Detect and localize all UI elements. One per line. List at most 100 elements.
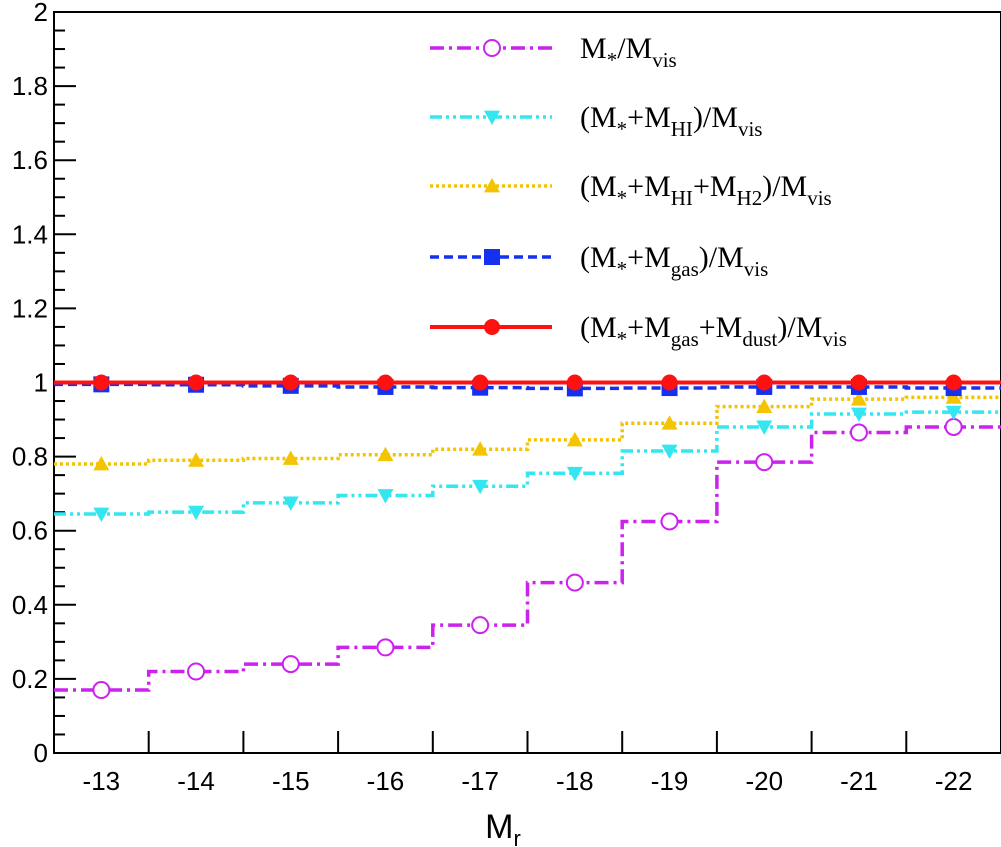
x-tick-label: -16 xyxy=(367,766,405,796)
marker-square xyxy=(484,249,500,265)
marker-triangle-up xyxy=(472,441,489,456)
legend-label-subscript: H2 xyxy=(737,186,763,210)
series-1 xyxy=(54,405,1001,523)
legend-label-subscript: HI xyxy=(671,186,693,210)
legend-label-part: (M xyxy=(580,170,617,203)
series-line xyxy=(54,382,1001,391)
x-axis-title: Mr xyxy=(485,808,521,847)
marker-triangle-up xyxy=(93,456,110,471)
marker-filled-circle xyxy=(377,374,394,391)
marker-open-circle xyxy=(849,423,868,442)
x-tick-label: -22 xyxy=(935,766,973,796)
x-tick-label: -21 xyxy=(840,766,878,796)
series-0 xyxy=(54,417,1001,700)
marker-triangle-down xyxy=(756,420,773,435)
legend-label-part: M xyxy=(580,32,607,65)
y-tick-label: 0.4 xyxy=(12,590,48,620)
y-tick-label: 1.6 xyxy=(12,145,48,175)
y-tick-label: 1 xyxy=(34,368,48,398)
legend-label: (M*+Mgas)/Mvis xyxy=(580,241,768,281)
marker-filled-circle xyxy=(850,374,867,391)
marker-triangle-up xyxy=(661,415,678,430)
marker-filled-circle xyxy=(661,374,678,391)
series-2 xyxy=(54,389,1001,471)
x-tick-label: -17 xyxy=(461,766,499,796)
series-line xyxy=(54,425,1001,692)
marker-filled-circle xyxy=(484,319,500,335)
legend-label-subscript: * xyxy=(607,48,618,72)
legend-entry: (M*+MHI+MH2)/Mvis xyxy=(430,170,832,210)
legend-label-subscript: vis xyxy=(652,48,677,72)
marker-open-circle xyxy=(755,453,774,472)
legend-label-part: +M xyxy=(627,311,671,344)
marker-open-circle xyxy=(187,662,206,681)
y-tick-label: 0.6 xyxy=(12,516,48,546)
marker-triangle-up xyxy=(945,389,962,404)
marker-filled-circle xyxy=(472,374,489,391)
y-tick-label: 2 xyxy=(34,0,48,27)
marker-triangle-down xyxy=(282,496,299,511)
legend-label-part: (M xyxy=(580,311,617,344)
series-line xyxy=(54,395,1001,466)
marker-filled-circle xyxy=(93,374,110,391)
legend-label-subscript: * xyxy=(617,327,628,351)
legend-label-part: +M xyxy=(699,311,743,344)
x-tick-label: -14 xyxy=(177,766,215,796)
marker-filled-circle xyxy=(282,374,299,391)
marker-triangle-down xyxy=(188,505,205,521)
y-tick-label: 0 xyxy=(34,738,48,768)
series-layer xyxy=(54,374,1001,700)
marker-triangle-down xyxy=(566,466,583,482)
marker-filled-circle xyxy=(566,374,583,391)
legend-label-part: /M xyxy=(617,32,652,65)
marker-triangle-up xyxy=(566,431,583,447)
marker-open-circle xyxy=(565,573,584,592)
legend-label-subscript: * xyxy=(617,186,628,210)
legend-label-subscript: vis xyxy=(738,117,763,141)
legend: M*/Mvis(M*+MHI)/Mvis(M*+MHI+MH2)/Mvis(M*… xyxy=(430,32,847,351)
series-line xyxy=(54,410,1001,516)
series-4 xyxy=(54,374,1001,391)
marker-triangle-up xyxy=(850,391,867,406)
legend-label-subscript: dust xyxy=(742,327,777,351)
marker-open-circle xyxy=(660,512,679,531)
legend-entry: M*/Mvis xyxy=(430,32,677,72)
marker-triangle-down xyxy=(93,507,110,523)
legend-label-part: +M xyxy=(627,101,671,134)
legend-label-subscript: vis xyxy=(822,327,847,351)
legend-label-part: +M xyxy=(627,170,671,203)
x-tick-label: -20 xyxy=(745,766,783,796)
marker-filled-circle xyxy=(945,374,962,391)
marker-triangle-down xyxy=(484,110,500,125)
marker-open-circle xyxy=(471,616,490,635)
marker-open-circle xyxy=(483,39,501,57)
legend-label-part: +M xyxy=(693,170,737,203)
marker-triangle-down xyxy=(945,405,962,421)
legend-label-subscript: gas xyxy=(671,257,699,281)
legend-label-part: )/M xyxy=(699,241,744,274)
marker-triangle-down xyxy=(377,489,394,504)
marker-open-circle xyxy=(376,638,395,657)
legend-label: (M*+MHI)/Mvis xyxy=(580,101,762,141)
legend-label: (M*+Mgas+Mdust)/Mvis xyxy=(580,311,847,351)
x-axis-title-sub: r xyxy=(514,826,521,847)
legend-entry: (M*+MHI)/Mvis xyxy=(430,101,762,141)
marker-triangle-up xyxy=(484,178,500,193)
x-axis-title-base: M xyxy=(485,808,513,846)
axes: 0 0.2 0.4 0.6 0.8 1 1.2 1.4 1.6 1.8 2 -13 -14 -15 -16 -… xyxy=(12,0,973,796)
legend-label-part: (M xyxy=(580,101,617,134)
x-tick-label: -19 xyxy=(651,766,689,796)
marker-triangle-down xyxy=(472,479,489,495)
y-tick-label: 0.2 xyxy=(12,664,48,694)
marker-triangle-down xyxy=(850,407,867,422)
y-tick-label: 1.8 xyxy=(12,71,48,101)
legend-label: M*/Mvis xyxy=(580,32,677,72)
legend-label-part: (M xyxy=(580,241,617,274)
marker-triangle-down xyxy=(661,444,678,460)
legend-label-subscript: * xyxy=(617,257,628,281)
legend-label-subscript: vis xyxy=(744,257,769,281)
legend-label-part: )/M xyxy=(762,170,807,203)
marker-filled-circle xyxy=(756,374,773,391)
legend-entry: (M*+Mgas)/Mvis xyxy=(430,241,768,281)
legend-label-subscript: gas xyxy=(671,327,699,351)
